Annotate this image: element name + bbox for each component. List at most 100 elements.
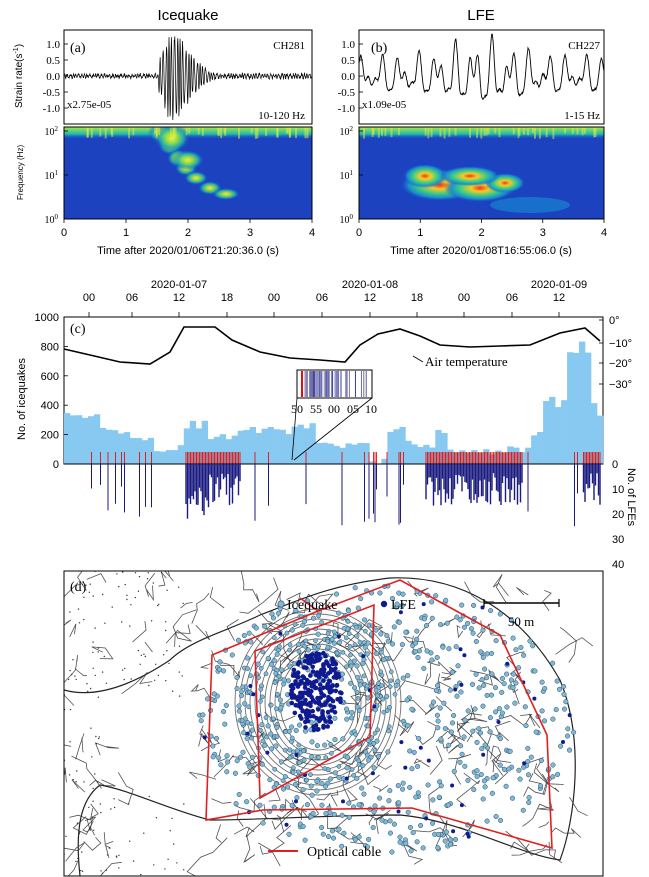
panel-c-temp-tick-0: 0°: [609, 315, 620, 327]
icequake-dot: [424, 648, 430, 654]
lfe-dot: [318, 695, 323, 700]
icequake-bar: [153, 451, 161, 464]
icequake-bar: [333, 445, 340, 464]
icequake-dot: [269, 746, 275, 752]
icequake-dot: [518, 644, 524, 651]
icequake-dot: [407, 748, 413, 754]
lfe-dot: [341, 799, 345, 804]
icequake-dot: [312, 644, 317, 650]
icequake-bar: [165, 450, 173, 464]
icequake-dot: [447, 837, 454, 843]
icequake-bar: [579, 341, 586, 464]
icequake-dot: [512, 700, 518, 706]
icequake-bar: [399, 426, 406, 464]
icequake-dot: [305, 647, 311, 653]
icequake-bar: [267, 427, 274, 464]
icequake-dot: [356, 834, 362, 840]
icequake-dot: [487, 715, 493, 721]
panel-b-freq-tick-2: 100: [340, 213, 354, 226]
icequake-dot: [354, 775, 360, 781]
icequake-dot: [365, 640, 371, 646]
panel-c-inset-tick-0: 50: [291, 402, 303, 416]
icequake-dot: [297, 722, 303, 728]
icequake-dot: [319, 781, 325, 787]
panel-c-left-tick-5: 0: [53, 459, 59, 471]
panel-a-band: 10-120 Hz: [258, 110, 305, 122]
panel-a-title: Icequake: [158, 7, 219, 24]
icequake-dot: [465, 620, 471, 626]
icequake-dot: [349, 709, 355, 716]
lfe-dot: [372, 704, 377, 709]
panel-a-xtick-4: 4: [309, 227, 315, 239]
icequake-dot: [310, 615, 317, 621]
icequake-dot: [366, 836, 372, 842]
lfe-dot: [309, 652, 315, 657]
icequake-bar: [543, 401, 550, 464]
lfe-dot: [312, 679, 317, 685]
panel-c-right-tick-0: 0: [612, 459, 618, 471]
icequake-dot: [510, 635, 516, 641]
icequake-dot: [258, 665, 264, 671]
panel-a: Icequake (a) CH281 x2.75e-05 10-120 Hz 1…: [13, 7, 315, 257]
icequake-dot: [371, 741, 377, 746]
icequake-dot: [418, 822, 424, 829]
icequake-dot: [446, 646, 452, 652]
lfe-dot: [424, 816, 429, 821]
icequake-bar: [64, 413, 71, 464]
lfe-dot: [453, 687, 458, 692]
icequake-dot: [278, 705, 284, 711]
icequake-dot: [391, 624, 397, 630]
icequake-dot: [309, 754, 315, 760]
icequake-dot: [414, 628, 420, 634]
icequake-dot: [281, 677, 287, 683]
icequake-dot: [414, 763, 421, 769]
icequake-dot: [364, 844, 371, 850]
icequake-dot: [465, 777, 471, 783]
lfe-dot: [329, 683, 335, 688]
icequake-dot: [348, 715, 355, 721]
icequake-dot: [499, 710, 505, 716]
icequake-dot: [446, 742, 452, 748]
panel-c-date-0: 2020-01-07: [151, 279, 207, 291]
icequake-dot: [323, 810, 329, 817]
icequake-bar: [177, 445, 185, 464]
lfe-dot: [298, 705, 304, 710]
icequake-dot: [471, 787, 477, 793]
lfe-dot: [418, 745, 423, 750]
icequake-dot: [530, 643, 536, 649]
icequake-dot: [316, 643, 321, 649]
icequake-dot: [356, 758, 361, 764]
icequake-dot: [506, 766, 512, 772]
icequake-dot: [397, 834, 403, 840]
icequake-dot: [249, 727, 255, 733]
icequake-dot: [296, 641, 302, 648]
icequake-dot: [356, 708, 362, 713]
icequake-bar: [105, 429, 113, 464]
icequake-dot: [271, 657, 277, 664]
icequake-dot: [319, 619, 324, 625]
icequake-dot: [480, 796, 486, 802]
lfe-dot: [421, 602, 426, 607]
icequake-dot: [372, 730, 378, 736]
icequake-dot: [340, 649, 346, 655]
icequake-bar: [567, 352, 574, 464]
panel-c-hour-labels: 00 06 12 18 00 06 12 18 00 06 12: [83, 292, 565, 317]
lfe-dot: [332, 710, 338, 715]
icequake-dot: [354, 689, 360, 695]
panel-c-lfe-bars: [91, 464, 601, 527]
icequake-dot: [433, 593, 439, 599]
panel-a-xtick-1: 1: [123, 227, 129, 239]
panel-b-ytick-0: 1.0: [341, 39, 355, 51]
icequake-dot: [474, 773, 480, 780]
icequake-dot: [380, 696, 386, 702]
lfe-dot: [335, 697, 340, 702]
icequake-dot: [329, 636, 335, 642]
icequake-dot: [234, 685, 240, 692]
lfe-dot: [398, 610, 403, 615]
icequake-dot: [339, 812, 345, 818]
icequake-dot: [239, 689, 244, 695]
icequake-dot: [445, 802, 451, 808]
icequake-dot: [273, 671, 279, 676]
icequake-dot: [259, 694, 265, 700]
icequake-bar: [555, 407, 562, 464]
